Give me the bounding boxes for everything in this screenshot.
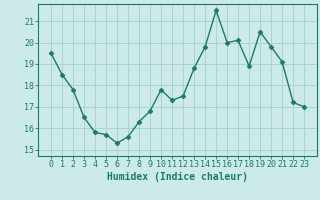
X-axis label: Humidex (Indice chaleur): Humidex (Indice chaleur) (107, 172, 248, 182)
